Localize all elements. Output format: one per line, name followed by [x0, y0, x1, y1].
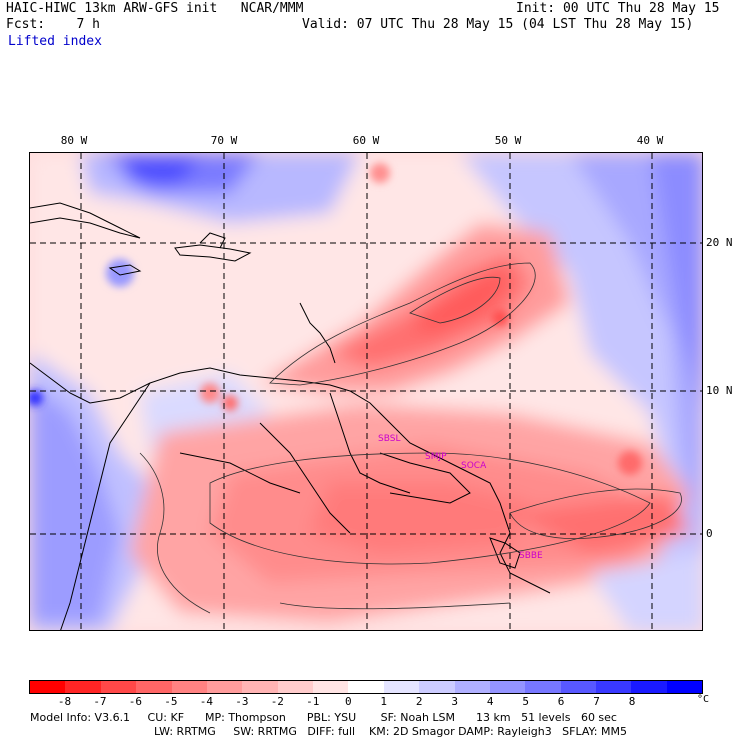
colorbar-swatch	[419, 681, 455, 693]
lat-label-20n: 20 N	[706, 236, 733, 249]
lat-label-0: 0	[706, 527, 713, 540]
small-scale-shading	[30, 163, 642, 475]
colorbar-tick-label: 0	[344, 695, 352, 708]
contour-lines	[139, 262, 682, 614]
colorbar-tick-label: -3	[235, 695, 249, 708]
colorbar-swatch	[65, 681, 101, 693]
colorbar-tick-label: 5	[522, 695, 529, 708]
colorbar-swatch	[348, 681, 384, 693]
model-info-line2: LW: RRTMG SW: RRTMG DIFF: full KM: 2D Sm…	[154, 725, 627, 738]
station-soca: SOCA	[461, 461, 487, 471]
colorbar-swatch	[560, 681, 596, 693]
lifted-index-map: SBSL SMJP SOCA SBBE	[29, 152, 703, 631]
model-title: HAIC-HIWC 13km ARW-GFS init NCAR/MMM	[6, 1, 304, 16]
colorbar-swatch	[206, 681, 243, 693]
station-smjp: SMJP	[425, 452, 447, 462]
colorbar-tick-label: 2	[415, 695, 423, 708]
colorbar-tick-label: -4	[199, 695, 213, 708]
colorbar-swatch	[596, 681, 632, 693]
colorbar-tick-label: -2	[270, 695, 284, 708]
colorbar-swatch	[313, 681, 349, 693]
coastlines	[30, 202, 551, 630]
lat-lon-grid	[30, 153, 702, 630]
colorbar-swatch	[454, 681, 490, 693]
station-sbsl: SBSL	[378, 434, 401, 444]
colorbar-swatch	[171, 681, 207, 693]
map-canvas	[30, 153, 702, 630]
lon-label-60w: 60 W	[352, 134, 380, 147]
field-name: Lifted index	[8, 34, 102, 49]
forecast-hour: Fcst: 7 h	[6, 17, 100, 32]
lon-label-50w: 50 W	[494, 134, 522, 147]
colorbar-tick-label: 4	[486, 695, 494, 708]
colorbar-swatch	[631, 681, 667, 693]
init-time: Init: 00 UTC Thu 28 May 15	[516, 1, 720, 16]
lon-label-70w: 70 W	[210, 134, 238, 147]
colorbar-tick-label: 1	[380, 695, 388, 708]
colorbar-swatch	[30, 681, 66, 693]
colorbar-tick-label: 3	[451, 695, 458, 708]
station-sbbe: SBBE	[519, 551, 543, 561]
lon-label-80w: 80 W	[60, 134, 88, 147]
colorbar-tick-label: 6	[557, 695, 565, 708]
colorbar-swatch	[242, 681, 278, 693]
colorbar-tick-label: -7	[93, 695, 107, 708]
valid-time: Valid: 07 UTC Thu 28 May 15 (04 LST Thu …	[302, 17, 694, 32]
colorbar-swatch	[136, 681, 172, 693]
colorbar-swatch	[100, 681, 137, 693]
colorbar-tick-label: -5	[164, 695, 178, 708]
colorbar-swatch	[277, 681, 313, 693]
colorbar-swatch	[383, 681, 420, 693]
colorbar	[29, 680, 703, 694]
colorbar-swatch	[525, 681, 561, 693]
colorbar-swatch	[489, 681, 526, 693]
colorbar-tick-label: 8	[628, 695, 636, 708]
colorbar-tick-label: 7	[593, 695, 600, 708]
colorbar-tick-label: -1	[306, 695, 320, 708]
lat-label-10n: 10 N	[706, 384, 733, 397]
lon-label-40w: 40 W	[636, 134, 664, 147]
colorbar-tick-label: -8	[57, 695, 72, 708]
colorbar-tick-label: -6	[128, 695, 143, 708]
colorbar-swatch	[666, 681, 703, 693]
colorbar-unit: °C	[697, 694, 710, 705]
model-info-line1: Model Info: V3.6.1 CU: KF MP: Thompson P…	[30, 711, 617, 724]
